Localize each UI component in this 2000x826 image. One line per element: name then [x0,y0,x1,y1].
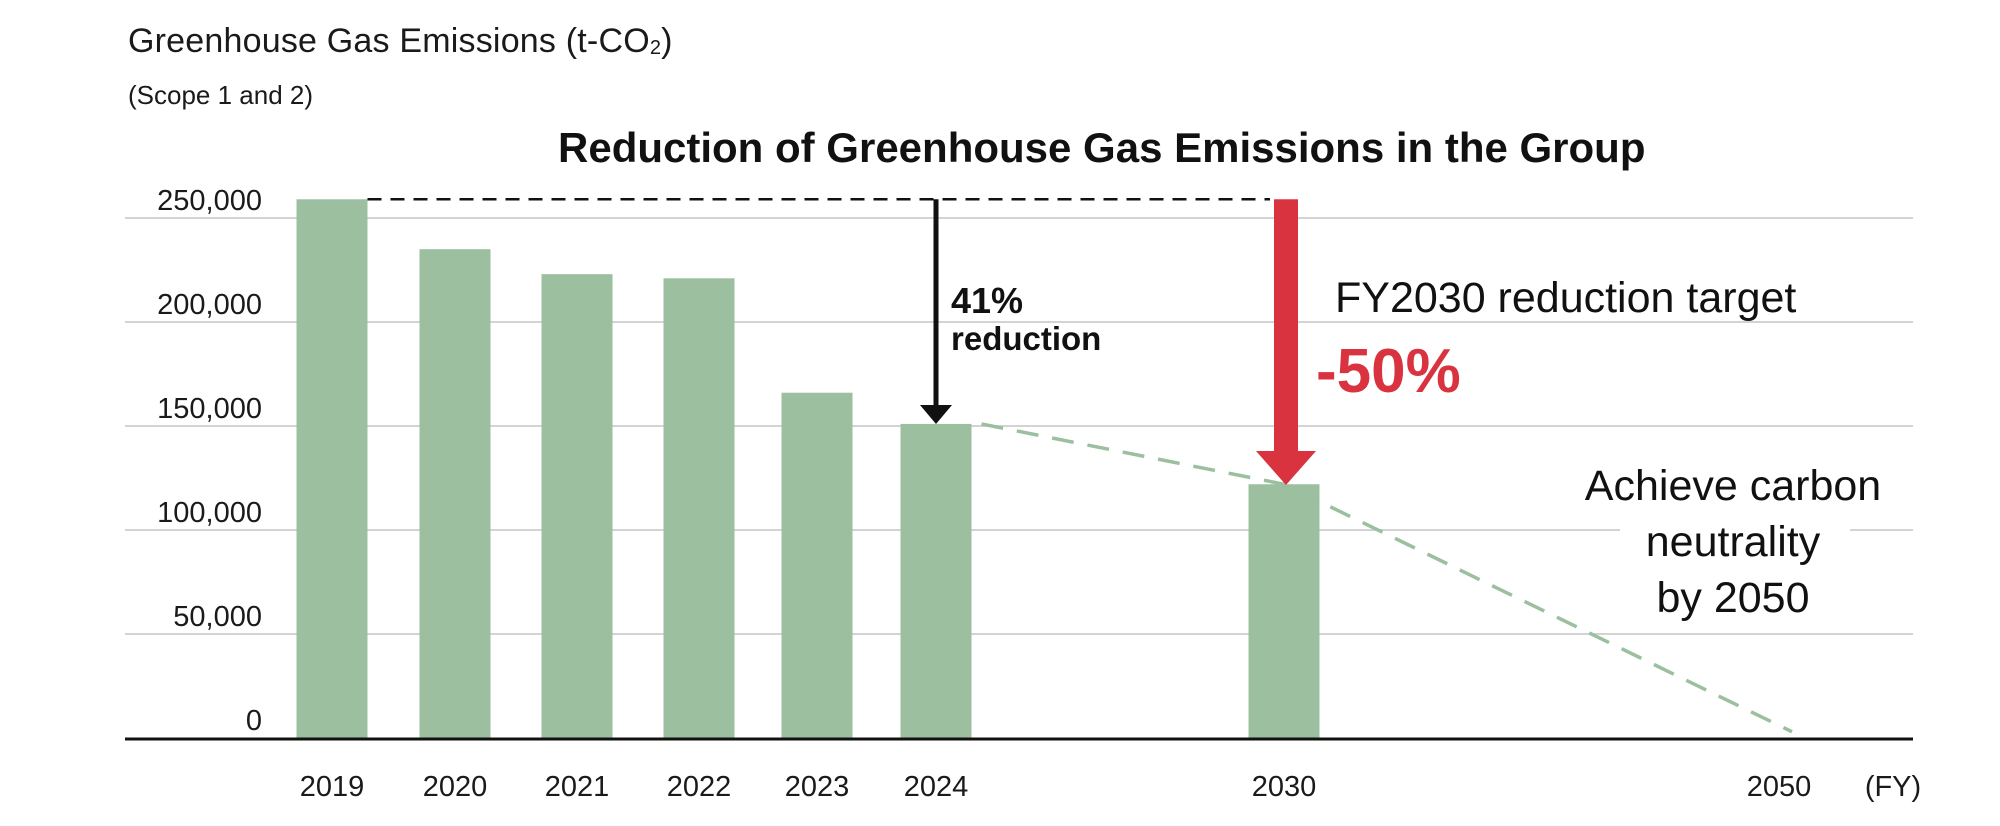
y-tick-label: 100,000 [157,497,262,529]
bar-2024 [900,423,972,738]
reduction-arrow-head-icon [920,405,952,424]
x-axis-unit-label: (FY) [1865,771,1921,803]
x-tick-label-2024: 2024 [904,771,969,803]
y-axis-unit-title: Greenhouse Gas Emissions (t-CO2) [128,22,673,61]
target-arrow-shaft [1274,199,1298,452]
target-percent: -50% [1316,337,1461,406]
bar-2023 [781,392,853,738]
y-tick-label: 50,000 [173,601,262,633]
bar-2019 [296,199,368,738]
target-label: FY2030 reduction target [1335,274,1796,322]
reduction-percent-label: 41% [951,280,1023,321]
y-tick-label: 250,000 [157,185,262,217]
unit-title-text: Greenhouse Gas Emissions (t-CO [128,22,650,60]
neutrality-line: by 2050 [1656,574,1809,622]
y-tick-label: 0 [246,705,262,737]
bar-2030 [1248,484,1320,738]
annotations: 41%reduction FY2030 reduction target -50% A… [920,199,1881,622]
unit-title-close: ) [661,22,673,60]
y-axis-ticks: 0 50,000 100,000 150,000 200,000 250,000 [157,185,262,737]
x-tick-label-2020: 2020 [423,771,488,803]
x-axis-ticks: 2019 2020 2021 2022 2023 2024 2030 2050 (FY) [300,771,1921,803]
target-arrow-head-icon [1256,451,1316,485]
bar-2022 [663,278,735,738]
x-tick-label-2021: 2021 [545,771,610,803]
x-tick-label-2023: 2023 [785,771,850,803]
bars [125,199,1913,741]
chart-title: Reduction of Greenhouse Gas Emissions in… [558,124,1646,171]
neutrality-line: neutrality [1646,518,1821,566]
scope-note: (Scope 1 and 2) [128,80,314,110]
neutrality-line: Achieve carbon [1585,462,1881,510]
projection-line [981,422,1793,734]
x-tick-label-2022: 2022 [667,771,732,803]
reduction-word-label: reduction [951,320,1101,357]
unit-title-subscript: 2 [649,37,662,59]
y-tick-label: 200,000 [157,289,262,321]
x-tick-label-2030: 2030 [1252,771,1317,803]
x-tick-label-2050: 2050 [1747,771,1812,803]
annotation-lines [367,198,1793,734]
bar-2021 [541,274,613,738]
neutrality-knockout [1620,512,1850,562]
y-tick-label: 150,000 [157,393,262,425]
x-tick-label-2019: 2019 [300,771,365,803]
bar-2020 [419,249,491,738]
